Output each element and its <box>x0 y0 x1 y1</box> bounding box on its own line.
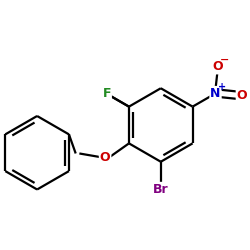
Text: +: + <box>218 82 226 92</box>
Text: O: O <box>100 151 110 164</box>
Text: N: N <box>210 87 221 100</box>
Text: O: O <box>212 60 223 74</box>
Text: Br: Br <box>153 183 168 196</box>
Text: F: F <box>102 87 111 100</box>
Text: −: − <box>220 55 230 65</box>
Text: O: O <box>237 89 247 102</box>
